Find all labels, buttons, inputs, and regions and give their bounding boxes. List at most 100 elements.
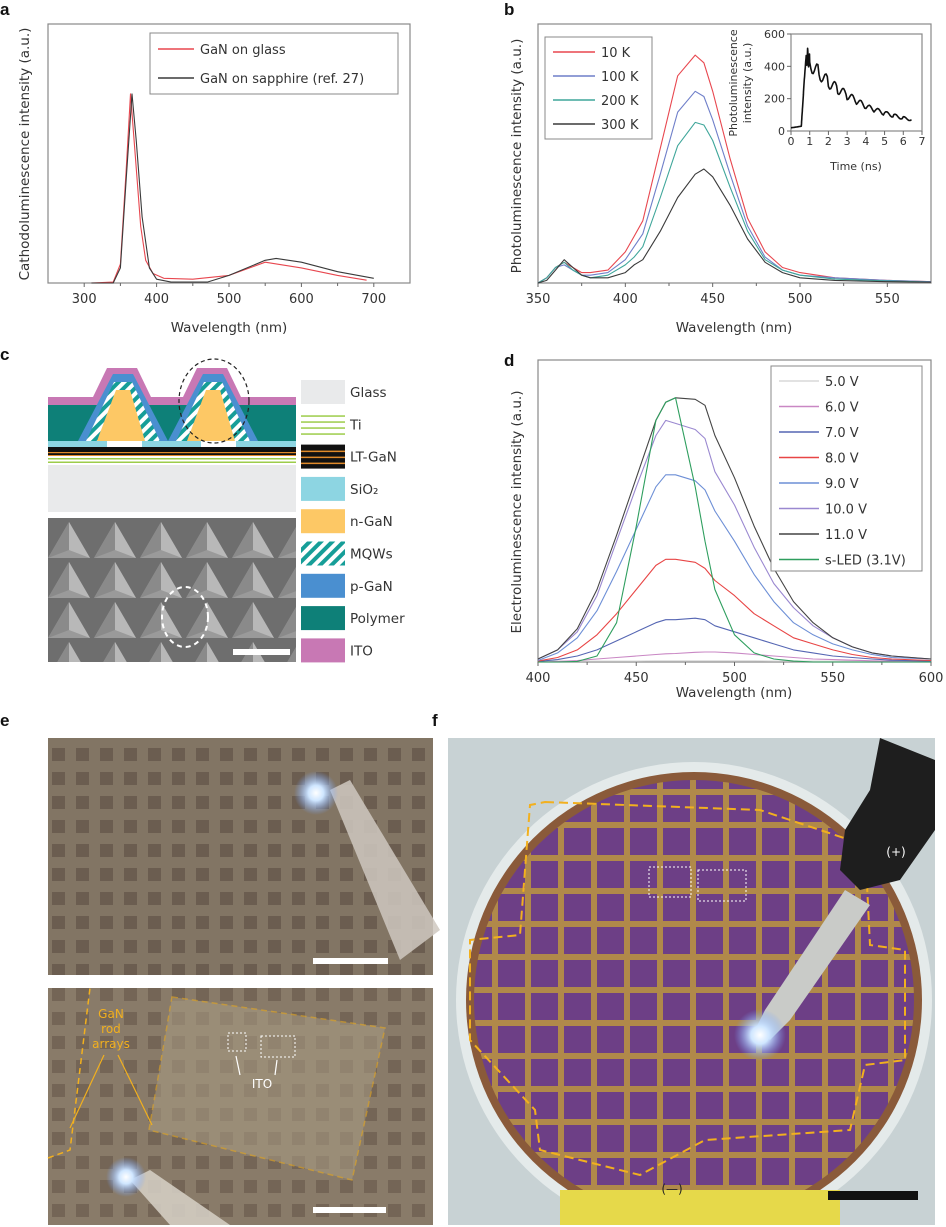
ito-pad-outline xyxy=(697,869,747,902)
legend-label: n-GaN xyxy=(350,514,393,530)
photo-e-bottom: ITO GaN rod arrays xyxy=(47,987,433,1225)
x-tick-label: 400 xyxy=(613,292,638,307)
ito-pad-outline xyxy=(227,1032,247,1052)
panel-label-e: e xyxy=(0,711,9,730)
probe-needle xyxy=(755,890,870,1040)
x-tick-label: 4 xyxy=(862,135,869,148)
scale-bar xyxy=(313,1207,386,1213)
legend-label: GaN on sapphire (ref. 27) xyxy=(200,72,364,87)
scale-bar xyxy=(313,958,388,964)
series-line-11-0-v xyxy=(537,397,932,660)
probe-tip xyxy=(330,780,440,960)
ti-line xyxy=(301,427,345,429)
legend-label: LT-GaN xyxy=(350,450,397,466)
rod-annotation-line2: rod xyxy=(101,1022,121,1036)
rod-left xyxy=(78,368,168,441)
legend-swatch-ito xyxy=(301,638,345,663)
ito-layer xyxy=(48,397,296,405)
legend-label: 11.0 V xyxy=(825,528,867,543)
panel-label-b: b xyxy=(504,0,514,19)
x-tick-label: 450 xyxy=(700,292,725,307)
rod-annotation-line1: GaN xyxy=(98,1007,124,1021)
chart-a-cathodoluminescence: 300 400 500 600 700 GaN on glass GaN on sapphi… xyxy=(47,23,411,307)
y-tick-label: 600 xyxy=(764,28,785,41)
legend-label: MQWs xyxy=(350,547,393,563)
legend-label: 300 K xyxy=(601,118,639,133)
x-axis-label: Wavelength (nm) xyxy=(171,320,288,336)
x-tick-label: 500 xyxy=(722,671,747,686)
scale-bar xyxy=(828,1191,918,1200)
panel-label-f: f xyxy=(432,711,438,730)
panel-label-a: a xyxy=(0,0,10,19)
x-tick-label: 7 xyxy=(919,135,926,148)
inset-x-axis-label: Time (ns) xyxy=(829,160,882,173)
x-tick-label: 1 xyxy=(806,135,813,148)
x-tick-label: 300 xyxy=(72,292,97,307)
series-line-s-led-3-1v- xyxy=(538,397,931,663)
scale-bar xyxy=(233,649,290,655)
legend-swatch-ti xyxy=(301,415,345,435)
swatch xyxy=(301,573,345,598)
x-tick-label: 550 xyxy=(820,671,845,686)
y-axis-label: Electroluminescence intensity (a.u.) xyxy=(509,391,525,634)
x-tick-label: 400 xyxy=(526,671,551,686)
series-line-7-0-v xyxy=(537,617,932,662)
x-tick-label: 600 xyxy=(919,671,944,686)
array-outline xyxy=(469,800,906,1177)
photo-e-top xyxy=(48,738,440,975)
legend-swatch-glass xyxy=(301,380,345,404)
legend-label: 10 K xyxy=(601,46,631,61)
x-tick-label: 550 xyxy=(875,292,900,307)
legend-box xyxy=(544,36,653,140)
led-array-grid xyxy=(474,780,914,1220)
photo-f-wafer: (+) (—) xyxy=(448,738,935,1225)
x-tick-label: 3 xyxy=(844,135,851,148)
probe-tip xyxy=(130,1170,230,1225)
series-line-6-0-v xyxy=(537,651,932,663)
ito-annotation: ITO xyxy=(252,1077,272,1091)
x-tick-label: 6 xyxy=(900,135,907,148)
ti-layer xyxy=(48,458,296,460)
highlight-circle xyxy=(178,358,250,444)
device-schematic xyxy=(48,358,296,512)
y-tick-label: 200 xyxy=(764,93,785,106)
x-tick-label: 2 xyxy=(825,135,832,148)
y-tick-label: 0 xyxy=(778,125,785,138)
y-tick-label: 400 xyxy=(764,60,785,73)
swatch xyxy=(301,606,345,631)
legend-swatch-lt-gan xyxy=(301,444,345,469)
sem-highlight-circle xyxy=(161,586,209,648)
series-line-300-k xyxy=(537,168,932,284)
ti-line xyxy=(301,415,345,417)
legend-label: 200 K xyxy=(601,94,639,109)
legend-swatch-mqws xyxy=(301,541,345,566)
series-line-8-0-v xyxy=(537,558,932,662)
panel-label-d: d xyxy=(504,351,514,370)
swatch xyxy=(301,638,345,663)
legend-swatch-sio- xyxy=(301,476,345,501)
legend-label: 5.0 V xyxy=(825,375,859,390)
ti-line xyxy=(301,433,345,435)
legend-label: 8.0 V xyxy=(825,452,859,467)
x-axis-label: Wavelength (nm) xyxy=(676,320,793,336)
bottom-contact xyxy=(560,1190,840,1225)
y-axis-label: Cathodoluminescence intensity (a.u.) xyxy=(17,28,33,281)
series-line-decay xyxy=(790,47,912,129)
led-emission-spot xyxy=(106,1157,146,1197)
legend-swatch-n-gan xyxy=(301,509,345,534)
legend-swatch-p-gan xyxy=(301,573,345,598)
x-axis-label: Wavelength (nm) xyxy=(676,685,793,701)
lt-gan-layer xyxy=(48,447,296,456)
legend-label: 6.0 V xyxy=(825,401,859,416)
negative-terminal-label: (—) xyxy=(661,1182,682,1196)
legend-box xyxy=(770,365,923,572)
x-tick-label: 400 xyxy=(144,292,169,307)
swatch xyxy=(301,380,345,404)
glass-layer xyxy=(48,465,296,512)
led-emission-spot xyxy=(294,771,338,815)
x-tick-label: 700 xyxy=(361,292,386,307)
swatch xyxy=(301,476,345,501)
led-emission-spot xyxy=(734,1009,786,1061)
plot-frame xyxy=(537,23,932,284)
